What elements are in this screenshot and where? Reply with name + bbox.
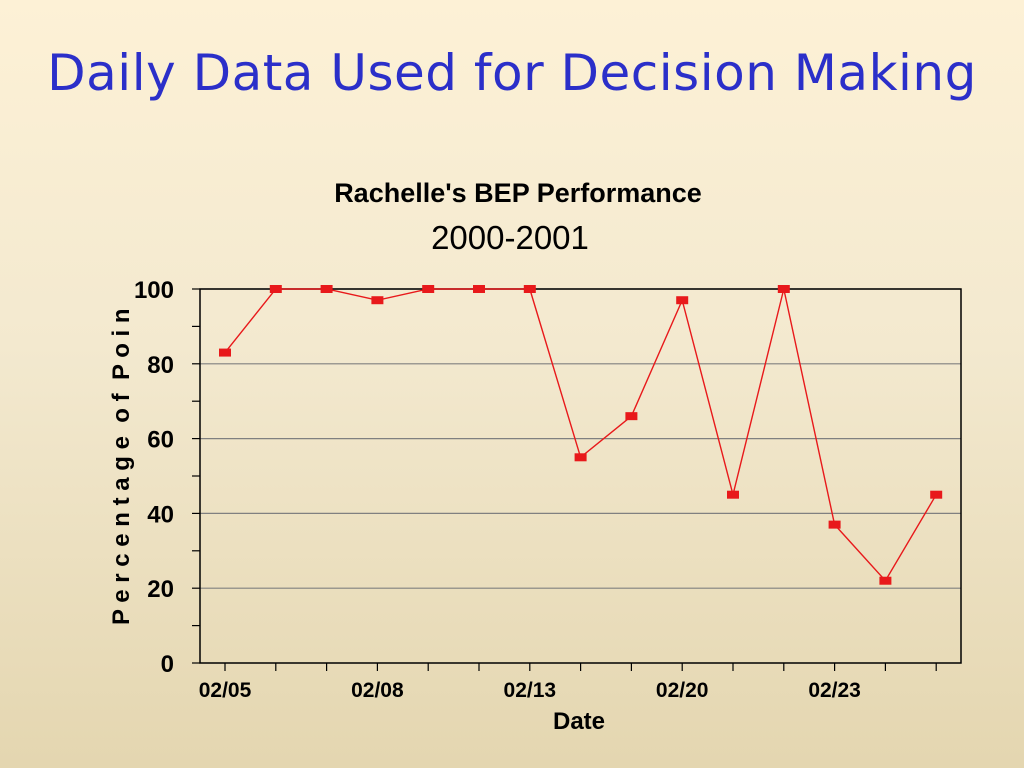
x-tick-label: 02/08 [351,679,404,702]
data-point [625,412,638,421]
x-tick-label: 02/20 [656,679,709,702]
x-tick-label: 02/05 [199,679,252,702]
slide-title: Daily Data Used for Decision Making [47,44,977,102]
data-point [523,285,536,293]
y-tick-label: 40 [147,501,174,528]
data-point [676,296,689,305]
data-point [828,520,841,529]
y-tick-label: 60 [147,427,174,454]
data-point [371,296,384,305]
data-point [777,285,790,293]
y-tick-label: 0 [161,651,174,678]
chart-subtitle: 2000-2001 [431,219,589,256]
x-axis-label: Date [553,708,605,735]
series-line [224,288,937,582]
y-axis-label: P e r c e n t a g e o f P o i n [108,308,135,625]
data-point [422,285,435,293]
y-tick-label: 80 [147,352,174,379]
data-point [727,490,739,499]
axis-layer: 0 20 40 60 80 100 02/05 02/08 02/13 02/20 02/23 [134,277,937,702]
data-point [574,453,587,462]
grid-layer [200,288,961,589]
chart-title: Rachelle's BEP Performance [334,178,702,208]
data-point [473,285,485,293]
data-point [269,285,282,293]
data-point [879,576,892,585]
data-point [320,285,333,293]
data-point [219,348,231,357]
series-layer [219,285,943,585]
y-tick-label: 100 [134,277,174,304]
x-tick-label: 02/13 [504,679,557,702]
x-tick-label: 02/23 [808,679,861,702]
y-tick-label: 20 [147,576,174,603]
plot-frame [199,288,962,664]
data-point [930,490,943,499]
